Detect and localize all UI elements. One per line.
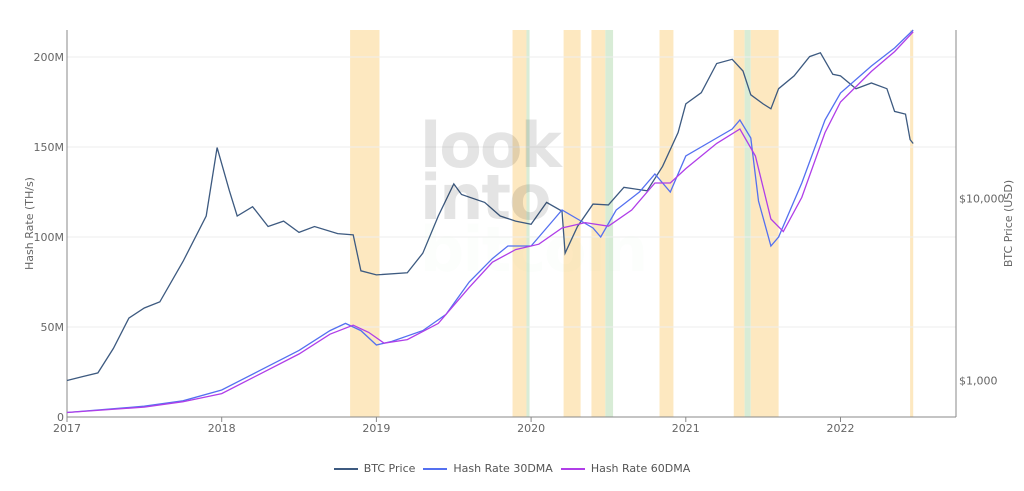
highlight-band — [591, 30, 606, 417]
watermark-text: look — [420, 109, 562, 182]
x-tick-label: 2017 — [53, 422, 81, 435]
y-tick-label-right: $1,000 — [959, 374, 998, 387]
x-tick-label: 2019 — [362, 422, 390, 435]
x-tick-label: 2018 — [208, 422, 236, 435]
y-tick-label-left: 100M — [34, 231, 65, 244]
highlight-band — [744, 30, 751, 417]
highlight-band — [910, 30, 914, 417]
legend-item-hash-rate-30dma[interactable]: Hash Rate 30DMA — [423, 462, 553, 475]
y-axis-title-left: Hash Rate (TH/s) — [23, 177, 36, 270]
x-tick-label: 2022 — [827, 422, 855, 435]
watermark-text: into — [420, 161, 552, 234]
legend: BTC Price Hash Rate 30DMA Hash Rate 60DM… — [0, 462, 1024, 475]
y-axis-title-right: BTC Price (USD) — [1002, 180, 1015, 267]
legend-label: Hash Rate 30DMA — [453, 462, 553, 475]
highlight-band — [563, 30, 581, 417]
highlight-band — [605, 30, 614, 417]
highlight-band — [512, 30, 527, 417]
series-line-hash-rate-30dma — [66, 29, 914, 414]
legend-label: BTC Price — [363, 462, 416, 475]
legend-label: Hash Rate 60DMA — [590, 462, 691, 475]
highlight-band — [350, 30, 380, 417]
legend-item-hash-rate-60dma[interactable]: Hash Rate 60DMA — [560, 462, 691, 475]
y-tick-label-left: 150M — [34, 141, 65, 154]
highlight-band — [659, 30, 674, 417]
watermark-text: bitcoin — [420, 224, 646, 276]
y-tick-label-right: $10,000 — [959, 192, 1005, 205]
x-tick-label: 2021 — [672, 422, 700, 435]
y-tick-label-left: 50M — [41, 321, 65, 334]
x-tick-label: 2020 — [517, 422, 545, 435]
series-line-hash-rate-60dma — [66, 31, 914, 414]
y-tick-label-left: 0 — [57, 411, 64, 424]
series-line-btc-price — [66, 52, 914, 382]
legend-item-btc-price[interactable]: BTC Price — [333, 462, 416, 475]
watermark-logo: look into bitcoin — [420, 109, 646, 276]
highlight-band — [733, 30, 745, 417]
y-tick-label-left: 200M — [34, 51, 65, 64]
